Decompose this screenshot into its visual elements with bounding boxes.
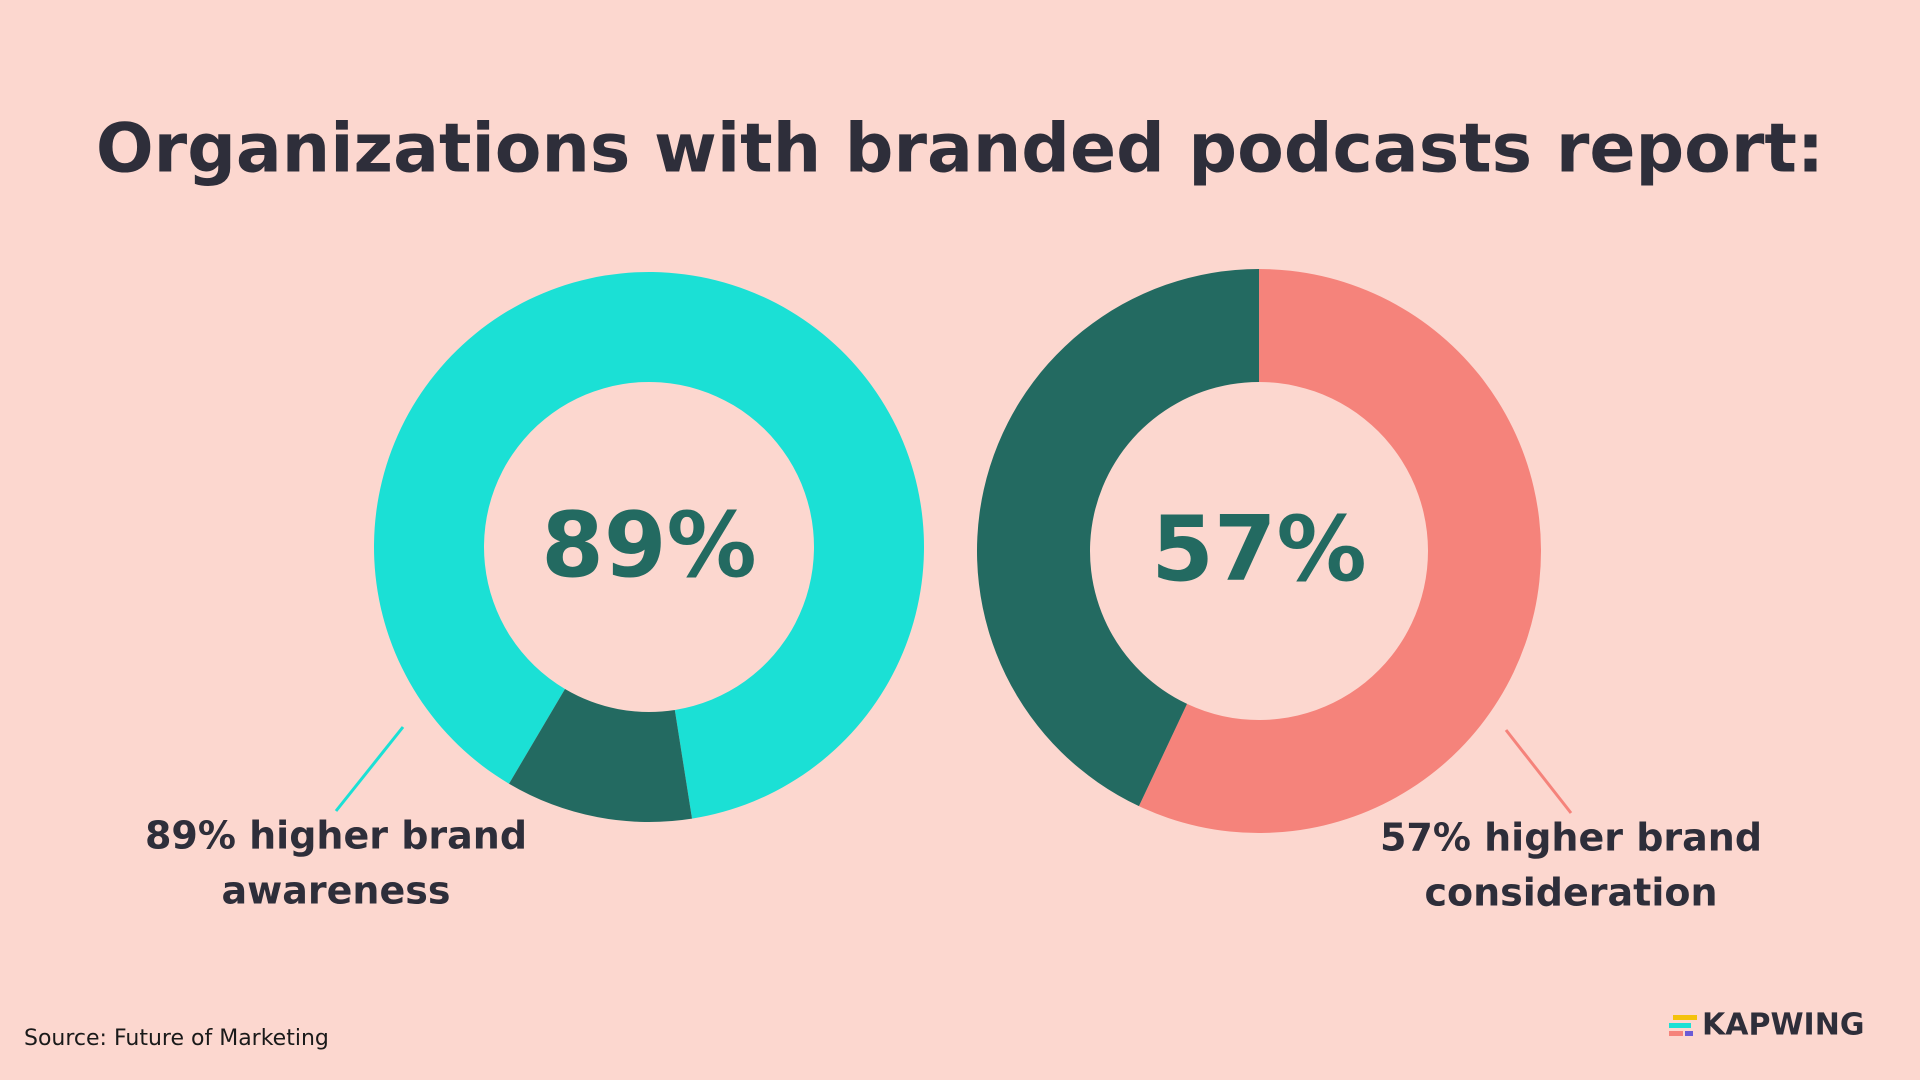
source: Source: Future of Marketing [24, 1026, 329, 1051]
center-label: 57% [1151, 497, 1366, 602]
donut-segment [1138, 269, 1542, 833]
title: Organizations with branded podcasts repo… [96, 110, 1824, 189]
annotation: 57% higher brand [1380, 816, 1762, 860]
annotation: awareness [222, 869, 451, 913]
logo-icon [1669, 1015, 1697, 1036]
donut-segment [977, 268, 1259, 807]
annotation: 89% higher brand [145, 814, 527, 858]
logo-bar [1669, 1023, 1691, 1028]
annotation: consideration [1424, 871, 1717, 915]
annotation-leader [1504, 729, 1573, 814]
annotation-leader [334, 726, 405, 812]
logo-bar [1669, 1031, 1683, 1036]
center-label: 89% [541, 493, 756, 598]
logo-bar [1673, 1015, 1697, 1020]
donut-segment [374, 272, 925, 819]
logo-bar [1685, 1031, 1693, 1036]
donut-segment [509, 689, 693, 822]
logo-text: KAPWING [1702, 1008, 1864, 1043]
